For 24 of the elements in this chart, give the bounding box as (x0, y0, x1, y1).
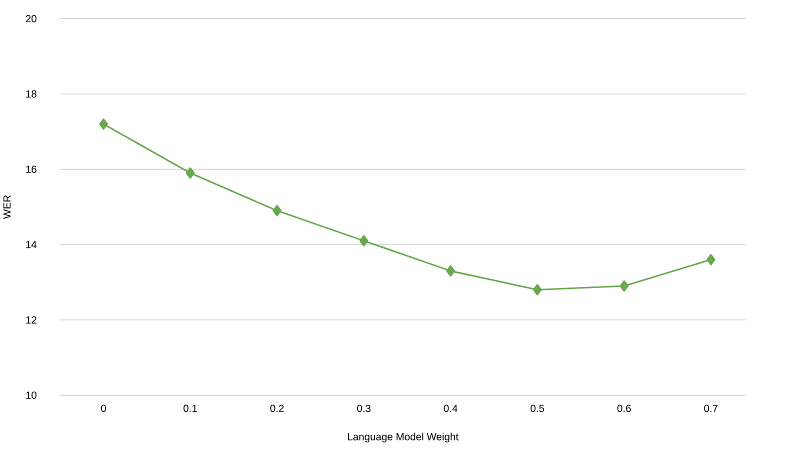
y-tick-label: 14 (26, 241, 37, 248)
y-tick-label: 18 (26, 90, 36, 98)
y-tick-label: 10 (26, 392, 36, 399)
x-tick-label: 0.2 (270, 404, 284, 412)
point (446, 265, 456, 277)
point (359, 235, 368, 247)
x-tick-label: 0.5 (530, 404, 544, 412)
point (620, 280, 629, 292)
x-tick-label: 0.6 (617, 404, 631, 412)
x-tick-label: 0.7 (704, 404, 718, 412)
y-tick-label: 12 (26, 316, 36, 324)
point (532, 284, 542, 296)
point (99, 118, 108, 130)
y-tick-label: 20 (26, 15, 36, 22)
x-axis-title: Language Model Weight (348, 432, 458, 443)
x-tick-label: 0 (101, 404, 106, 412)
y-axis-title: WER (3, 196, 11, 220)
x-tick-label: 0.1 (184, 404, 197, 412)
x-tick-label: 0.4 (444, 404, 458, 412)
point (186, 167, 195, 179)
point (272, 205, 282, 217)
x-tick-label: 0.3 (357, 404, 371, 412)
point (706, 254, 716, 266)
y-tick-label: 16 (26, 166, 36, 174)
